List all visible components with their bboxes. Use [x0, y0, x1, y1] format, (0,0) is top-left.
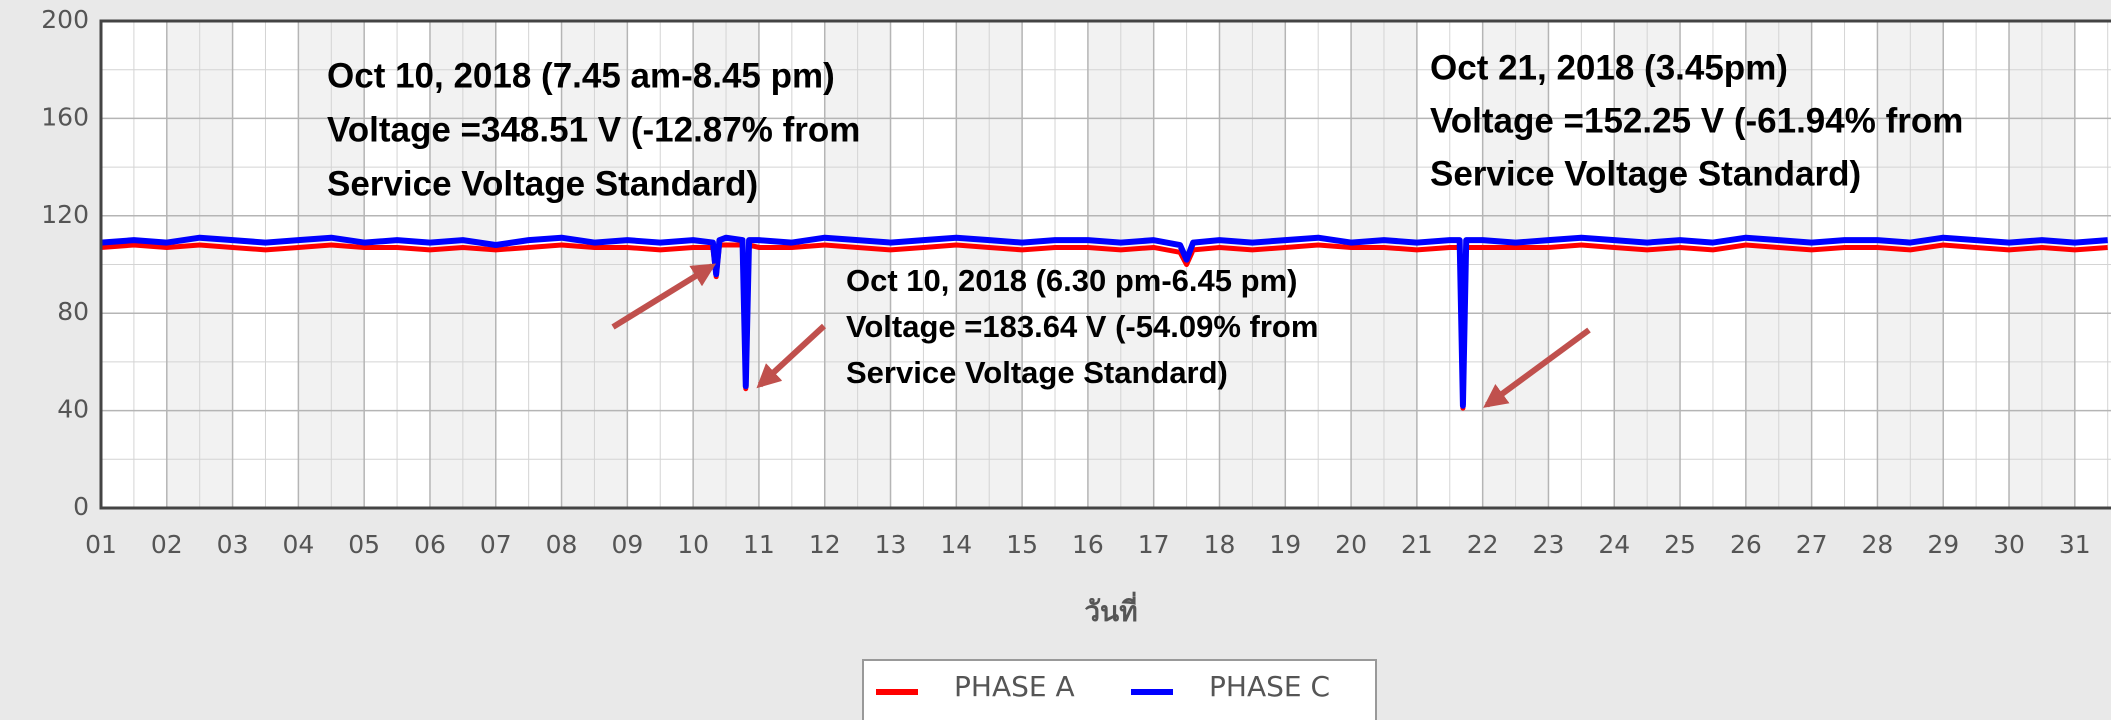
x-tick-label: 04 [282, 530, 314, 559]
x-tick-label: 27 [1796, 530, 1828, 559]
x-tick-label: 13 [875, 530, 907, 559]
y-tick-label: 40 [57, 395, 89, 424]
x-tick-label: 16 [1072, 530, 1104, 559]
x-tick-label: 08 [546, 530, 578, 559]
x-tick-label: 15 [1006, 530, 1038, 559]
x-tick-label: 31 [2059, 530, 2091, 559]
arrow [756, 323, 827, 389]
x-tick-label: 23 [1533, 530, 1565, 559]
x-tick-label: 14 [940, 530, 972, 559]
x-tick-label: 29 [1927, 530, 1959, 559]
x-tick-label: 20 [1335, 530, 1367, 559]
x-tick-label: 24 [1598, 530, 1630, 559]
x-tick-label: 17 [1138, 530, 1170, 559]
x-axis-label: วันที่ [1084, 591, 1137, 628]
x-tick-label: 25 [1664, 530, 1696, 559]
x-tick-label: 03 [217, 530, 249, 559]
annotation: Service Voltage Standard) [846, 355, 1228, 390]
x-tick-label: 09 [611, 530, 643, 559]
annotation: Oct 10, 2018 (7.45 am-8.45 pm) [327, 56, 835, 95]
x-tick-label: 28 [1862, 530, 1894, 559]
y-tick-label: 120 [41, 200, 89, 229]
x-tick-label: 07 [480, 530, 512, 559]
plot-frame [99, 19, 2111, 510]
x-tick-label: 11 [743, 530, 775, 559]
y-tick-label: 80 [57, 297, 89, 326]
y-tick-label: 200 [41, 5, 89, 34]
x-tick-label: 30 [1993, 530, 2025, 559]
x-tick-label: 22 [1467, 530, 1499, 559]
y-tick-label: 0 [73, 492, 89, 521]
x-tick-label: 21 [1401, 530, 1433, 559]
annotation: Oct 10, 2018 (6.30 pm-6.45 pm) [846, 263, 1297, 298]
arrow [611, 263, 717, 330]
annotation: Service Voltage Standard) [1430, 154, 1861, 193]
x-tick-label: 01 [85, 530, 117, 559]
annotation: Service Voltage Standard) [327, 164, 758, 203]
x-tick-label: 18 [1204, 530, 1236, 559]
series-line [100, 234, 2108, 409]
x-tick-label: 19 [1269, 530, 1301, 559]
x-tick-label: 12 [809, 530, 841, 559]
legend-label: PHASE A [954, 670, 1075, 703]
legend-label: PHASE C [1209, 670, 1330, 703]
arrow [1483, 327, 1591, 408]
x-tick-label: 02 [151, 530, 183, 559]
annotation: Voltage =152.25 V (-61.94% from [1430, 101, 1963, 140]
x-tick-label: 05 [348, 530, 380, 559]
x-tick-label: 10 [677, 530, 709, 559]
series-line [100, 242, 2108, 411]
annotation: Voltage =183.64 V (-54.09% from [846, 309, 1318, 344]
x-tick-label: 06 [414, 530, 446, 559]
y-tick-label: 160 [41, 102, 89, 131]
annotation: Voltage =348.51 V (-12.87% from [327, 110, 860, 149]
x-tick-label: 26 [1730, 530, 1762, 559]
annotation: Oct 21, 2018 (3.45pm) [1430, 48, 1788, 87]
legend-box [862, 659, 1377, 720]
